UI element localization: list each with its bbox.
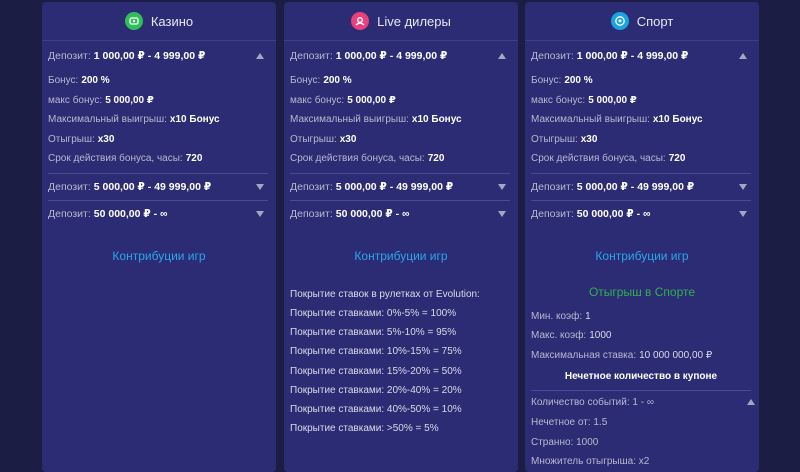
odd-events-toggle[interactable]: Количество событий: 1 - ∞ [525, 391, 759, 413]
detail-wager: Отыгрыш: x30 [290, 133, 357, 145]
tier-label: Депозит: [531, 180, 574, 193]
coverage-line: Покрытие ставками: 15%-20% = 50% [290, 365, 462, 377]
tier-label: Депозит: [48, 207, 91, 220]
column-title: Казино [150, 13, 194, 29]
tier-value: 5 000,00 ₽ - 49 999,00 ₽ [93, 180, 212, 193]
column-header: Live дилеры [284, 2, 518, 41]
tier-1-details: Бонус: 200 % макс бонус: 5 000,00 ₽ Максим… [48, 71, 268, 174]
detail-validity: Срок действия бонуса, часы: 720 [290, 153, 445, 165]
odd-line: Странно: 1000 [531, 436, 599, 448]
tier-value: 1 000,00 ₽ - 4 999,00 ₽ [335, 50, 448, 62]
detail-validity: Срок действия бонуса, часы: 720 [531, 153, 686, 165]
bonus-tables: Казино Депозит: 1 000,00 ₽ - 4 999,00 ₽ … [42, 2, 759, 472]
detail-validity: Срок действия бонуса, часы: 720 [48, 153, 203, 165]
contrib-link[interactable]: Контрибуции игр [354, 248, 448, 263]
detail-max-bonus: макс бонус: 5 000,00 ₽ [290, 94, 396, 106]
tier-2-toggle[interactable]: Депозит: 5 000,00 ₽ - 49 999,00 ₽ [290, 174, 510, 201]
chevron-down-icon[interactable] [498, 183, 506, 190]
chevron-down-icon[interactable] [498, 210, 506, 217]
casino-column: Казино Депозит: 1 000,00 ₽ - 4 999,00 ₽ … [42, 2, 276, 472]
tier-label: Депозит: [48, 180, 91, 193]
soccer-ball-icon [610, 12, 629, 30]
contrib-link[interactable]: Контрибуции игр [595, 248, 689, 263]
coverage-line: Покрытие ставками: 20%-40% = 20% [290, 384, 462, 396]
chevron-up-icon[interactable] [498, 53, 506, 59]
tier-2-toggle[interactable]: Депозит: 5 000,00 ₽ - 49 999,00 ₽ [531, 174, 751, 201]
detail-bonus: Бонус: 200 % [290, 75, 352, 87]
tier-2-toggle[interactable]: Депозит: 5 000,00 ₽ - 49 999,00 ₽ [48, 174, 268, 201]
chevron-down-icon[interactable] [256, 183, 264, 190]
column-header: Спорт [525, 2, 759, 41]
casino-icon [124, 12, 143, 30]
coverage-title: Покрытие ставок в рулетках от Evolution: [290, 288, 480, 300]
tier-1-details: Бонус: 200 % макс бонус: 5 000,00 ₽ Максим… [290, 71, 510, 174]
coverage-line: Покрытие ставками: 40%-50% = 10% [290, 404, 462, 416]
detail-wager: Отыгрыш: x30 [48, 133, 115, 145]
tier-value: 1 000,00 ₽ - 4 999,00 ₽ [93, 50, 206, 62]
tier-3-toggle[interactable]: Депозит: 50 000,00 ₽ - ∞ [48, 201, 268, 227]
detail-wager: Отыгрыш: x30 [531, 133, 598, 145]
tier-value: 50 000,00 ₽ - ∞ [93, 207, 168, 220]
detail-max-win: Максимальный выигрыш: x10 Бонус [290, 114, 462, 126]
live-dealers-column: Live дилеры Депозит: 1 000,00 ₽ - 4 999,… [284, 2, 518, 472]
tier-label: Депозит: [531, 50, 574, 62]
detail-bonus: Бонус: 200 % [531, 75, 593, 87]
tier-label: Депозит: [290, 180, 333, 193]
tier-value: 5 000,00 ₽ - 49 999,00 ₽ [335, 180, 454, 193]
tier-3-toggle[interactable]: Депозит: 50 000,00 ₽ - ∞ [290, 201, 510, 227]
coverage-line: Покрытие ставками: 5%-10% = 95% [290, 326, 457, 338]
tier-label: Депозит: [48, 50, 91, 62]
tier-value: 50 000,00 ₽ - ∞ [576, 207, 651, 220]
contrib-link[interactable]: Контрибуции игр [112, 248, 206, 263]
live-dealer-icon [351, 12, 370, 30]
coverage-line: Покрытие ставками: 10%-15% = 75% [290, 346, 462, 358]
tier-label: Депозит: [531, 207, 574, 220]
odd-line: Количество событий: 1 - ∞ [531, 396, 654, 408]
column-header: Казино [42, 2, 276, 41]
tier-1-toggle[interactable]: Депозит: 1 000,00 ₽ - 4 999,00 ₽ [531, 41, 751, 71]
sport-wager-title: Отыгрыш в Спорте [588, 284, 696, 299]
max-stake: Максимальная ставка: 10 000 000,00 ₽ [531, 349, 713, 361]
column-title: Live дилеры [377, 13, 451, 29]
tier-value: 5 000,00 ₽ - 49 999,00 ₽ [576, 180, 695, 193]
detail-max-win: Максимальный выигрыш: x10 Бонус [48, 114, 220, 126]
tier-3-toggle[interactable]: Депозит: 50 000,00 ₽ - ∞ [531, 201, 751, 227]
tier-value: 1 000,00 ₽ - 4 999,00 ₽ [576, 50, 689, 62]
tier-1-toggle[interactable]: Депозит: 1 000,00 ₽ - 4 999,00 ₽ [48, 41, 268, 71]
detail-max-bonus: макс бонус: 5 000,00 ₽ [48, 94, 154, 106]
coverage-line: Покрытие ставками: 0%-5% = 100% [290, 307, 457, 319]
detail-max-win: Максимальный выигрыш: x10 Бонус [531, 114, 703, 126]
detail-max-bonus: макс бонус: 5 000,00 ₽ [531, 94, 637, 106]
tier-label: Депозит: [290, 50, 333, 62]
chevron-down-icon[interactable] [739, 183, 747, 190]
detail-bonus: Бонус: 200 % [48, 75, 110, 87]
column-title: Спорт [636, 13, 674, 29]
odd-count-title: Нечетное количество в купоне [531, 371, 751, 391]
chevron-down-icon[interactable] [739, 210, 747, 217]
odd-line: Нечетное от: 1.5 [531, 417, 608, 429]
tier-label: Депозит: [290, 207, 333, 220]
chevron-up-icon[interactable] [256, 53, 264, 59]
chevron-up-icon[interactable] [739, 53, 747, 59]
tier-1-toggle[interactable]: Депозит: 1 000,00 ₽ - 4 999,00 ₽ [290, 41, 510, 71]
odd-line: Множитель отыгрыша: x2 [531, 456, 650, 468]
tier-1-details: Бонус: 200 % макс бонус: 5 000,00 ₽ Максим… [531, 71, 751, 174]
chevron-up-icon[interactable] [747, 399, 755, 405]
sport-column: Спорт Депозит: 1 000,00 ₽ - 4 999,00 ₽ Б… [525, 2, 759, 472]
tier-value: 50 000,00 ₽ - ∞ [335, 207, 410, 220]
min-odds: Мин. коэф: 1 [531, 310, 591, 322]
chevron-down-icon[interactable] [256, 210, 264, 217]
coverage-line: Покрытие ставками: >50% = 5% [290, 423, 439, 435]
max-odds: Макс. коэф: 1000 [531, 330, 612, 342]
